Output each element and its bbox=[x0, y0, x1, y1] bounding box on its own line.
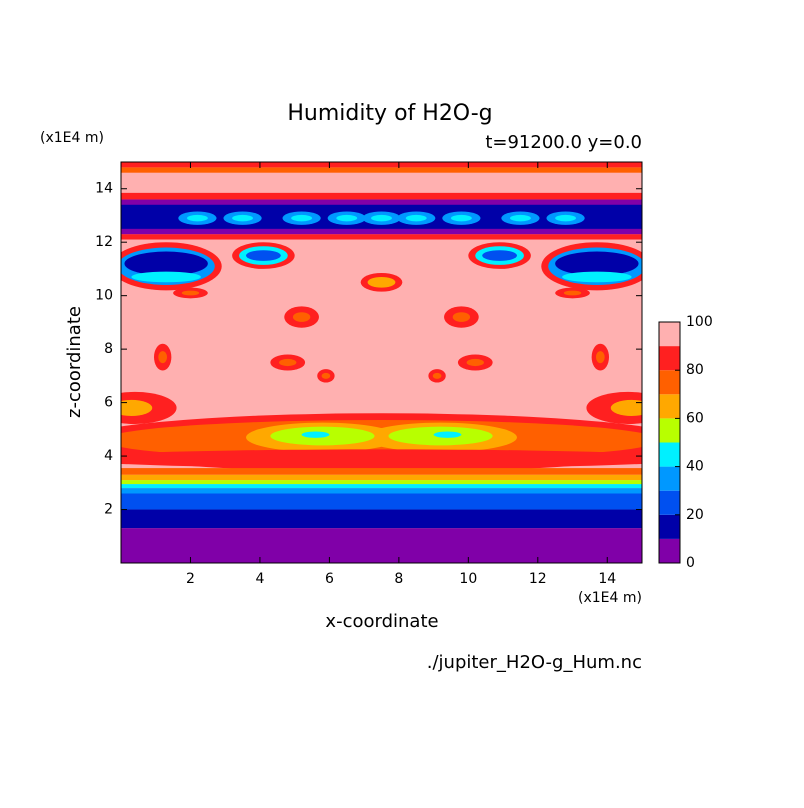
contour-band bbox=[121, 480, 642, 485]
contour-region bbox=[563, 290, 582, 296]
contour-band bbox=[121, 234, 642, 240]
y-tick-label: 8 bbox=[104, 341, 113, 357]
colorbar-swatch bbox=[659, 346, 680, 371]
contour-region bbox=[432, 372, 442, 379]
contour-region bbox=[301, 431, 330, 438]
contour-region bbox=[131, 271, 201, 283]
colorbar-tick-label: 40 bbox=[686, 459, 704, 475]
colorbar-swatch bbox=[659, 490, 680, 515]
contour-region bbox=[555, 251, 639, 276]
contour-region bbox=[510, 214, 531, 222]
contour-region bbox=[367, 276, 396, 288]
colorbar-swatch bbox=[659, 322, 680, 347]
chart-title: Humidity of H2O-g bbox=[287, 101, 492, 126]
x-tick-label: 6 bbox=[325, 571, 334, 587]
contour-band bbox=[121, 468, 642, 475]
x-tick-label: 12 bbox=[529, 571, 547, 587]
colorbar-tick-label: 20 bbox=[686, 507, 704, 523]
contour-region bbox=[321, 372, 331, 379]
colorbar-tick-label: 100 bbox=[686, 314, 713, 330]
y-tick-label: 12 bbox=[95, 234, 113, 250]
x-unit: (x1E4 m) bbox=[578, 590, 642, 606]
colorbar-frame bbox=[658, 321, 681, 564]
contour-band bbox=[121, 493, 642, 510]
x-tick-label: 14 bbox=[598, 571, 616, 587]
colorbar-swatch bbox=[659, 466, 680, 491]
contour-band bbox=[121, 484, 642, 489]
contour-region bbox=[186, 214, 208, 222]
contour-region bbox=[181, 290, 200, 296]
contour-band bbox=[121, 474, 642, 481]
colorbar-swatch bbox=[659, 442, 680, 467]
contour-region bbox=[158, 351, 168, 364]
source-file: ./jupiter_H2O-g_Hum.nc bbox=[427, 652, 642, 673]
contour-region bbox=[121, 399, 153, 416]
contour-region bbox=[610, 399, 642, 416]
y-unit: (x1E4 m) bbox=[40, 130, 104, 146]
x-tick-label: 2 bbox=[186, 571, 195, 587]
contour-region bbox=[232, 214, 253, 222]
colorbar-swatch bbox=[659, 370, 680, 395]
x-tick-label: 10 bbox=[459, 571, 477, 587]
contour-region bbox=[452, 312, 471, 322]
plot-frame bbox=[120, 161, 643, 564]
colorbar-swatch bbox=[659, 538, 680, 563]
y-axis-label: z-coordinate bbox=[64, 306, 85, 418]
colorbar-swatch bbox=[659, 418, 680, 443]
contour-band bbox=[121, 162, 642, 168]
contour-band bbox=[121, 488, 642, 494]
contour-region bbox=[246, 250, 281, 261]
contour-band bbox=[121, 172, 642, 193]
x-tick-label: 8 bbox=[394, 571, 403, 587]
contour-region bbox=[466, 358, 484, 367]
contour-band bbox=[121, 509, 642, 529]
contour-region bbox=[279, 358, 297, 367]
contour-region bbox=[433, 431, 462, 438]
contour-region bbox=[405, 214, 427, 222]
contour-region bbox=[371, 214, 392, 222]
y-tick-label: 10 bbox=[95, 288, 113, 304]
contour-region bbox=[555, 214, 577, 222]
colorbar-tick-label: 60 bbox=[686, 410, 704, 426]
contour-region bbox=[124, 251, 208, 276]
y-tick-label: 2 bbox=[104, 502, 113, 518]
colorbar-tick-label: 80 bbox=[686, 362, 704, 378]
contour-region bbox=[336, 214, 358, 222]
colorbar-swatch bbox=[659, 394, 680, 419]
contour-band bbox=[121, 167, 642, 173]
contour-region bbox=[450, 214, 472, 222]
contour-region bbox=[562, 271, 632, 283]
colorbar-swatch bbox=[659, 514, 680, 539]
chart-subtitle: t=91200.0 y=0.0 bbox=[485, 132, 642, 153]
x-axis-label: x-coordinate bbox=[325, 611, 438, 632]
contour-region bbox=[121, 449, 642, 469]
contour-region bbox=[291, 214, 313, 222]
contour-region bbox=[482, 250, 517, 261]
colorbar-tick-label: 0 bbox=[686, 555, 695, 571]
y-tick-label: 4 bbox=[104, 448, 113, 464]
y-tick-label: 14 bbox=[95, 181, 113, 197]
contour-region bbox=[595, 351, 605, 364]
contour-band bbox=[121, 192, 642, 200]
contour-band bbox=[121, 528, 642, 563]
contour-region bbox=[292, 312, 311, 322]
contour-field bbox=[121, 162, 642, 563]
y-tick-label: 6 bbox=[104, 395, 113, 411]
x-tick-label: 4 bbox=[255, 571, 264, 587]
